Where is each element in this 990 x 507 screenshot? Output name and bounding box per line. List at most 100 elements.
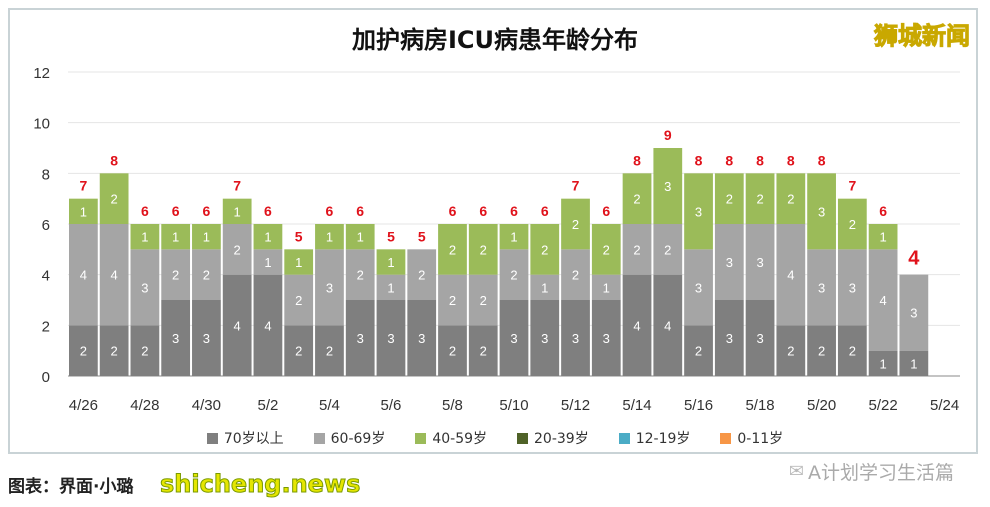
x-tick-label: 5/14 — [622, 397, 651, 414]
bar-segment — [807, 325, 836, 376]
segment-label: 3 — [849, 280, 856, 295]
total-label: 7 — [79, 178, 87, 194]
bar-segment — [868, 350, 898, 376]
bar-segment — [376, 249, 406, 275]
bar-segment — [714, 300, 744, 376]
total-label: 6 — [541, 203, 549, 219]
bar-segment — [714, 224, 744, 300]
total-label: 8 — [818, 152, 826, 168]
bar-segment — [745, 173, 775, 224]
segment-label: 1 — [879, 230, 886, 245]
bar-segment — [899, 274, 929, 351]
total-label: 8 — [633, 152, 641, 168]
segment-label: 1 — [80, 204, 87, 219]
bar-segment — [376, 274, 406, 300]
legend-label: 70岁以上 — [223, 431, 284, 447]
bar-segment — [807, 173, 836, 250]
bar-segment — [561, 300, 590, 376]
legend-item: 12-19岁 — [618, 428, 691, 448]
segment-label: 4 — [80, 268, 87, 283]
segment-label: 2 — [295, 344, 302, 359]
segment-label: 2 — [203, 268, 210, 283]
segment-label: 2 — [664, 242, 671, 257]
total-label: 6 — [264, 203, 272, 219]
segment-label: 2 — [480, 293, 487, 308]
bar-segment — [253, 249, 283, 275]
segment-label: 3 — [172, 331, 179, 346]
bar-segment — [622, 173, 652, 224]
segment-label: 4 — [234, 318, 241, 333]
bar-segment — [130, 249, 160, 326]
segment-label: 3 — [726, 255, 733, 270]
bar-segment — [130, 224, 160, 250]
segment-label: 1 — [172, 230, 179, 245]
segment-label: 3 — [541, 331, 548, 346]
chart-plot: 0246810124/26241724284/28231632164/30321… — [33, 65, 960, 414]
total-label: 5 — [295, 228, 303, 244]
account-name: A计划学习生活篇 — [808, 462, 954, 484]
total-label: 6 — [172, 203, 180, 219]
y-tick-label: 0 — [42, 369, 50, 386]
segment-label: 3 — [572, 331, 579, 346]
legend: 70岁以上 60-69岁 40-59岁 20-39岁 12-19岁 0-11岁 — [0, 428, 990, 448]
segment-label: 3 — [603, 331, 610, 346]
segment-label: 4 — [879, 293, 886, 308]
segment-label: 3 — [756, 331, 763, 346]
bar-segment — [99, 173, 129, 224]
bar-segment — [530, 224, 560, 275]
segment-label: 2 — [603, 242, 610, 257]
bar-segment — [653, 274, 683, 376]
bar-segment — [622, 224, 652, 275]
bar-segment — [438, 224, 467, 275]
x-tick-label: 5/10 — [499, 397, 528, 414]
bar-segment — [684, 325, 713, 376]
bar-segment — [745, 224, 775, 300]
segment-label: 4 — [787, 268, 794, 283]
legend-item: 20-39岁 — [517, 428, 589, 448]
y-tick-label: 12 — [33, 65, 50, 82]
bar-segment — [868, 224, 898, 250]
segment-label: 3 — [387, 331, 394, 346]
total-label: 8 — [787, 152, 795, 168]
bar-segment — [499, 300, 529, 376]
segment-label: 2 — [326, 344, 333, 359]
segment-label: 1 — [234, 204, 241, 219]
legend-swatch — [720, 432, 732, 444]
bar-segment — [345, 249, 375, 300]
legend-label: 20-39岁 — [534, 431, 589, 447]
bar-segment — [776, 325, 806, 376]
x-tick-label: 4/26 — [69, 397, 98, 414]
bar-segment — [868, 249, 898, 351]
segment-label: 4 — [111, 268, 118, 283]
bar-segment — [315, 325, 344, 376]
total-label: 5 — [418, 228, 426, 244]
bar-segment — [376, 300, 406, 376]
segment-label: 2 — [787, 192, 794, 207]
total-label: 8 — [756, 152, 764, 168]
bar-segment — [591, 300, 621, 376]
segment-label: 2 — [572, 217, 579, 232]
segment-label: 3 — [910, 306, 917, 321]
bar-segment — [438, 325, 467, 376]
total-label: 7 — [848, 178, 856, 194]
total-label: 6 — [141, 203, 149, 219]
segment-label: 2 — [572, 268, 579, 283]
bar-segment — [591, 224, 621, 275]
segment-label: 2 — [111, 344, 118, 359]
segment-label: 2 — [418, 268, 425, 283]
legend-swatch — [415, 432, 427, 444]
bar-segment — [99, 325, 129, 376]
legend-label: 0-11岁 — [737, 431, 784, 447]
bar-segment — [837, 325, 867, 376]
segment-label: 1 — [141, 230, 148, 245]
x-tick-label: 4/30 — [192, 397, 221, 414]
segment-label: 2 — [295, 293, 302, 308]
segment-label: 2 — [633, 242, 640, 257]
x-tick-label: 5/12 — [561, 397, 590, 414]
bar-segment — [222, 274, 252, 376]
bar-segment — [284, 325, 314, 376]
legend-label: 12-19岁 — [635, 431, 691, 447]
segment-label: 2 — [787, 344, 794, 359]
y-tick-label: 10 — [33, 116, 50, 133]
legend-item: 0-11岁 — [720, 428, 783, 448]
